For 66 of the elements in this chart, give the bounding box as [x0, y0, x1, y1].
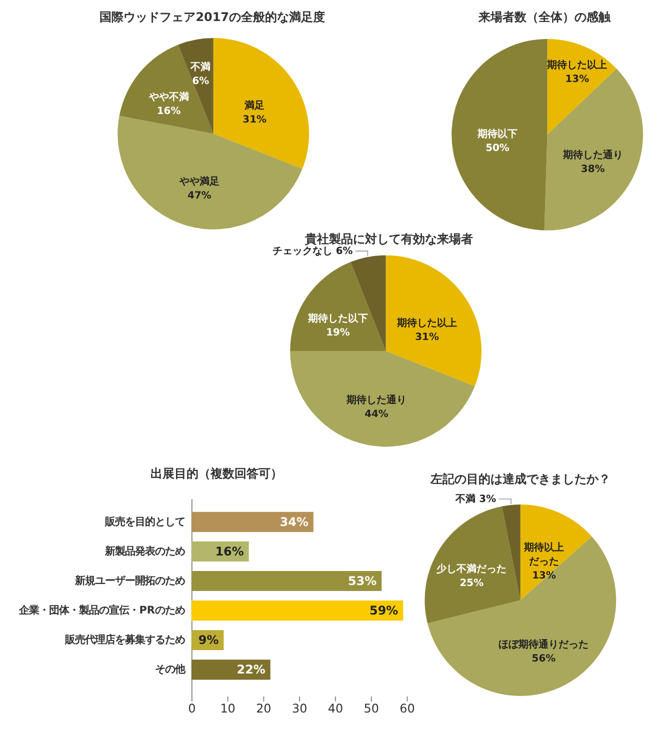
data-label: 31%	[415, 332, 439, 343]
data-label: 31%	[242, 114, 267, 126]
x-tick-label: 40	[328, 701, 344, 716]
slice-label: やや満足	[178, 176, 220, 188]
data-label: 56%	[532, 653, 556, 664]
slice-label: 期待した以上	[546, 59, 608, 72]
x-tick-label: 50	[364, 701, 379, 716]
bar	[191, 570, 382, 592]
bar	[191, 660, 270, 680]
pie-slice	[424, 506, 520, 624]
chart-title: 出展目的（複数回答可）	[150, 466, 282, 481]
data-label: 16%	[215, 544, 244, 558]
slice-label: 満足	[244, 100, 265, 112]
slice-label: 期待した通り	[562, 149, 623, 161]
bar	[191, 600, 404, 621]
pie-slice	[290, 351, 475, 447]
slice-label: チェックなし 6%	[272, 246, 353, 258]
slice-label: 期待した以下	[306, 312, 368, 325]
slice-label: 不満 3%	[454, 493, 496, 506]
slice-label: 期待以上だった	[523, 541, 564, 568]
pie-slice	[213, 38, 310, 169]
slice-label: 期待した通り	[345, 394, 406, 406]
pie-slice	[386, 255, 482, 386]
y-tick-label: 新規ユーザー開拓のため	[74, 575, 185, 587]
data-label: 59%	[370, 604, 398, 618]
data-label: 13%	[532, 570, 556, 582]
data-label: 6%	[192, 76, 210, 88]
data-label: 19%	[326, 327, 350, 338]
y-tick-label: 販売を目的として	[104, 516, 185, 528]
data-label: 13%	[565, 74, 590, 85]
x-tick-label: 60	[400, 701, 415, 716]
pie-slice	[544, 68, 644, 230]
x-tick-label: 0	[188, 701, 196, 716]
data-label: 47%	[188, 190, 212, 202]
pie-slice	[452, 38, 548, 230]
y-tick-label: その他	[154, 664, 186, 676]
slice-label: やや不満	[148, 90, 189, 103]
chart-title: 左記の目的は達成できましたか？	[429, 472, 610, 486]
x-tick-label: 20	[256, 701, 272, 716]
pie-slice	[428, 536, 616, 696]
slice-label: ほぼ期待通りだった	[498, 638, 589, 650]
data-label: 38%	[580, 164, 605, 175]
y-tick-label: 企業・団体・製品の宣伝・PRのため	[18, 604, 185, 617]
slice-label: 不満	[190, 61, 211, 74]
data-label: 25%	[460, 578, 484, 590]
y-tick-label: 販売代理店を募集するため	[64, 634, 185, 646]
data-label: 16%	[156, 106, 181, 117]
data-label: 50%	[486, 142, 510, 154]
y-tick-label: 新製品発表のため	[104, 545, 185, 558]
data-label: 34%	[280, 514, 308, 529]
x-tick-label: 30	[292, 701, 308, 716]
chart-title: 国際ウッドフェア2017の全般的な満足度	[100, 10, 325, 24]
chart-title: 貴社製品に対して有効な来場者	[304, 232, 473, 246]
slice-label: 少し不満だった	[436, 563, 507, 576]
slice-label: 期待以下	[476, 128, 518, 140]
data-label: 22%	[236, 662, 266, 677]
pie-slice	[118, 116, 302, 230]
bar	[191, 512, 314, 532]
slice-label: 期待した以上	[396, 316, 458, 329]
pie-slice	[290, 262, 386, 352]
data-label: 9%	[198, 633, 219, 648]
pie-slice	[119, 44, 214, 134]
data-label: 44%	[364, 408, 388, 420]
chart-title: 来場者数（全体）の感触	[477, 10, 612, 24]
data-label: 53%	[348, 574, 377, 588]
x-tick-label: 10	[220, 701, 236, 716]
